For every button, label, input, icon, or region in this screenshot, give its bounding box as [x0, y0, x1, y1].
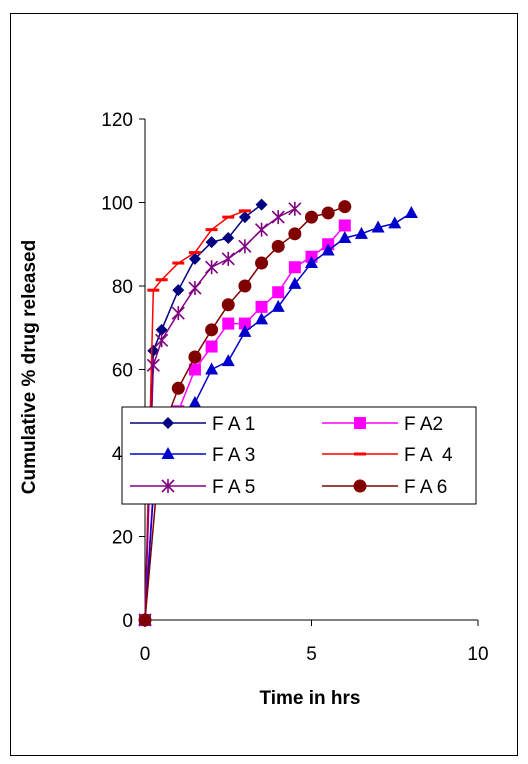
data-point-star — [188, 281, 202, 296]
data-point-square — [288, 261, 301, 274]
y-tick-label: 60 — [112, 361, 133, 382]
data-point-triangle — [255, 312, 269, 325]
data-point-diamond — [238, 211, 251, 224]
data-point-square — [238, 317, 251, 330]
data-point-circle — [353, 479, 367, 493]
y-tick-label: 0 — [122, 611, 133, 632]
data-point-triangle — [271, 299, 285, 312]
data-point-diamond — [188, 252, 201, 265]
data-point-circle — [321, 206, 335, 220]
data-point-diamond — [255, 198, 268, 211]
y-tick-label: 20 — [112, 528, 133, 549]
legend-label: F A 6 — [404, 477, 447, 498]
legend-entry: F A 3 — [130, 445, 255, 466]
data-point-circle — [271, 239, 285, 253]
data-point-square — [188, 363, 201, 376]
data-point-diamond — [222, 231, 235, 244]
series-line — [144, 210, 246, 621]
data-point-triangle — [238, 324, 252, 337]
data-point-circle — [288, 227, 302, 241]
legend-entry: F A 6 — [322, 477, 447, 498]
data-point-star — [161, 479, 175, 493]
data-point-star — [254, 222, 269, 237]
data-point-circle — [238, 279, 252, 293]
legend-label: F A 3 — [212, 445, 255, 466]
data-point-square — [354, 417, 366, 429]
y-axis-title: Cumulative % drug released — [19, 240, 40, 494]
y-tick-label: 120 — [101, 110, 133, 131]
x-tick-label: 10 — [467, 644, 488, 665]
legend-entry: F A 1 — [130, 414, 255, 435]
data-point-star — [205, 260, 219, 275]
data-point-square — [222, 317, 235, 330]
data-point-star — [271, 210, 285, 225]
data-point-square — [272, 286, 285, 299]
data-point-star — [171, 306, 185, 321]
data-point-diamond — [155, 323, 168, 336]
data-point-triangle — [305, 256, 318, 269]
data-point-star — [238, 239, 252, 254]
data-point-star — [146, 358, 160, 373]
data-point-triangle — [354, 226, 368, 239]
data-point-diamond — [205, 236, 218, 249]
series-1 — [139, 198, 268, 626]
data-point-triangle — [338, 230, 352, 243]
data-point-triangle — [288, 276, 302, 289]
data-point-triangle — [371, 220, 385, 233]
data-point-triangle — [321, 243, 335, 256]
data-point-circle — [205, 323, 219, 337]
data-point-circle — [171, 381, 185, 395]
data-point-circle — [255, 256, 269, 270]
data-point-circle — [221, 298, 235, 312]
x-tick-label: 0 — [140, 644, 151, 665]
series-6 — [138, 200, 352, 627]
y-tick-label: 80 — [112, 277, 133, 298]
data-point-diamond — [147, 344, 160, 357]
data-point-square — [338, 219, 351, 232]
x-tick-label: 5 — [306, 644, 317, 665]
legend-label: F A 1 — [212, 414, 255, 435]
data-point-triangle — [188, 395, 202, 408]
legend-label: F A 5 — [212, 477, 255, 498]
y-tick-label: 100 — [101, 194, 133, 215]
legend-label: F A 4 — [404, 445, 453, 466]
data-point-triangle — [205, 362, 219, 375]
legend-entry: F A2 — [322, 414, 443, 435]
data-point-triangle — [221, 354, 235, 367]
x-axis-title: Time in hrs — [259, 688, 360, 709]
data-point-circle — [338, 200, 352, 214]
data-point-triangle — [404, 205, 418, 218]
legend-label: F A2 — [404, 414, 443, 435]
data-point-star — [221, 251, 235, 266]
legend-entry: F A 4 — [322, 445, 453, 466]
legend: F A 1 F A2 F A 3 F A 4 F A 5 F A 6 — [121, 406, 477, 505]
data-point-diamond — [172, 284, 185, 297]
legend-entry: F A 5 — [130, 477, 255, 498]
data-point-circle — [305, 210, 318, 224]
axes: 0204060801001200510 — [101, 110, 488, 665]
data-point-diamond — [162, 417, 174, 429]
data-point-triangle — [388, 216, 402, 229]
data-point-circle — [188, 350, 202, 364]
data-point-star — [155, 333, 169, 348]
data-point-circle — [138, 613, 152, 627]
data-point-triangle — [161, 447, 175, 459]
chart-frame — [10, 13, 518, 756]
data-point-star — [288, 201, 302, 216]
data-point-square — [205, 340, 218, 353]
data-point-square — [255, 300, 268, 313]
